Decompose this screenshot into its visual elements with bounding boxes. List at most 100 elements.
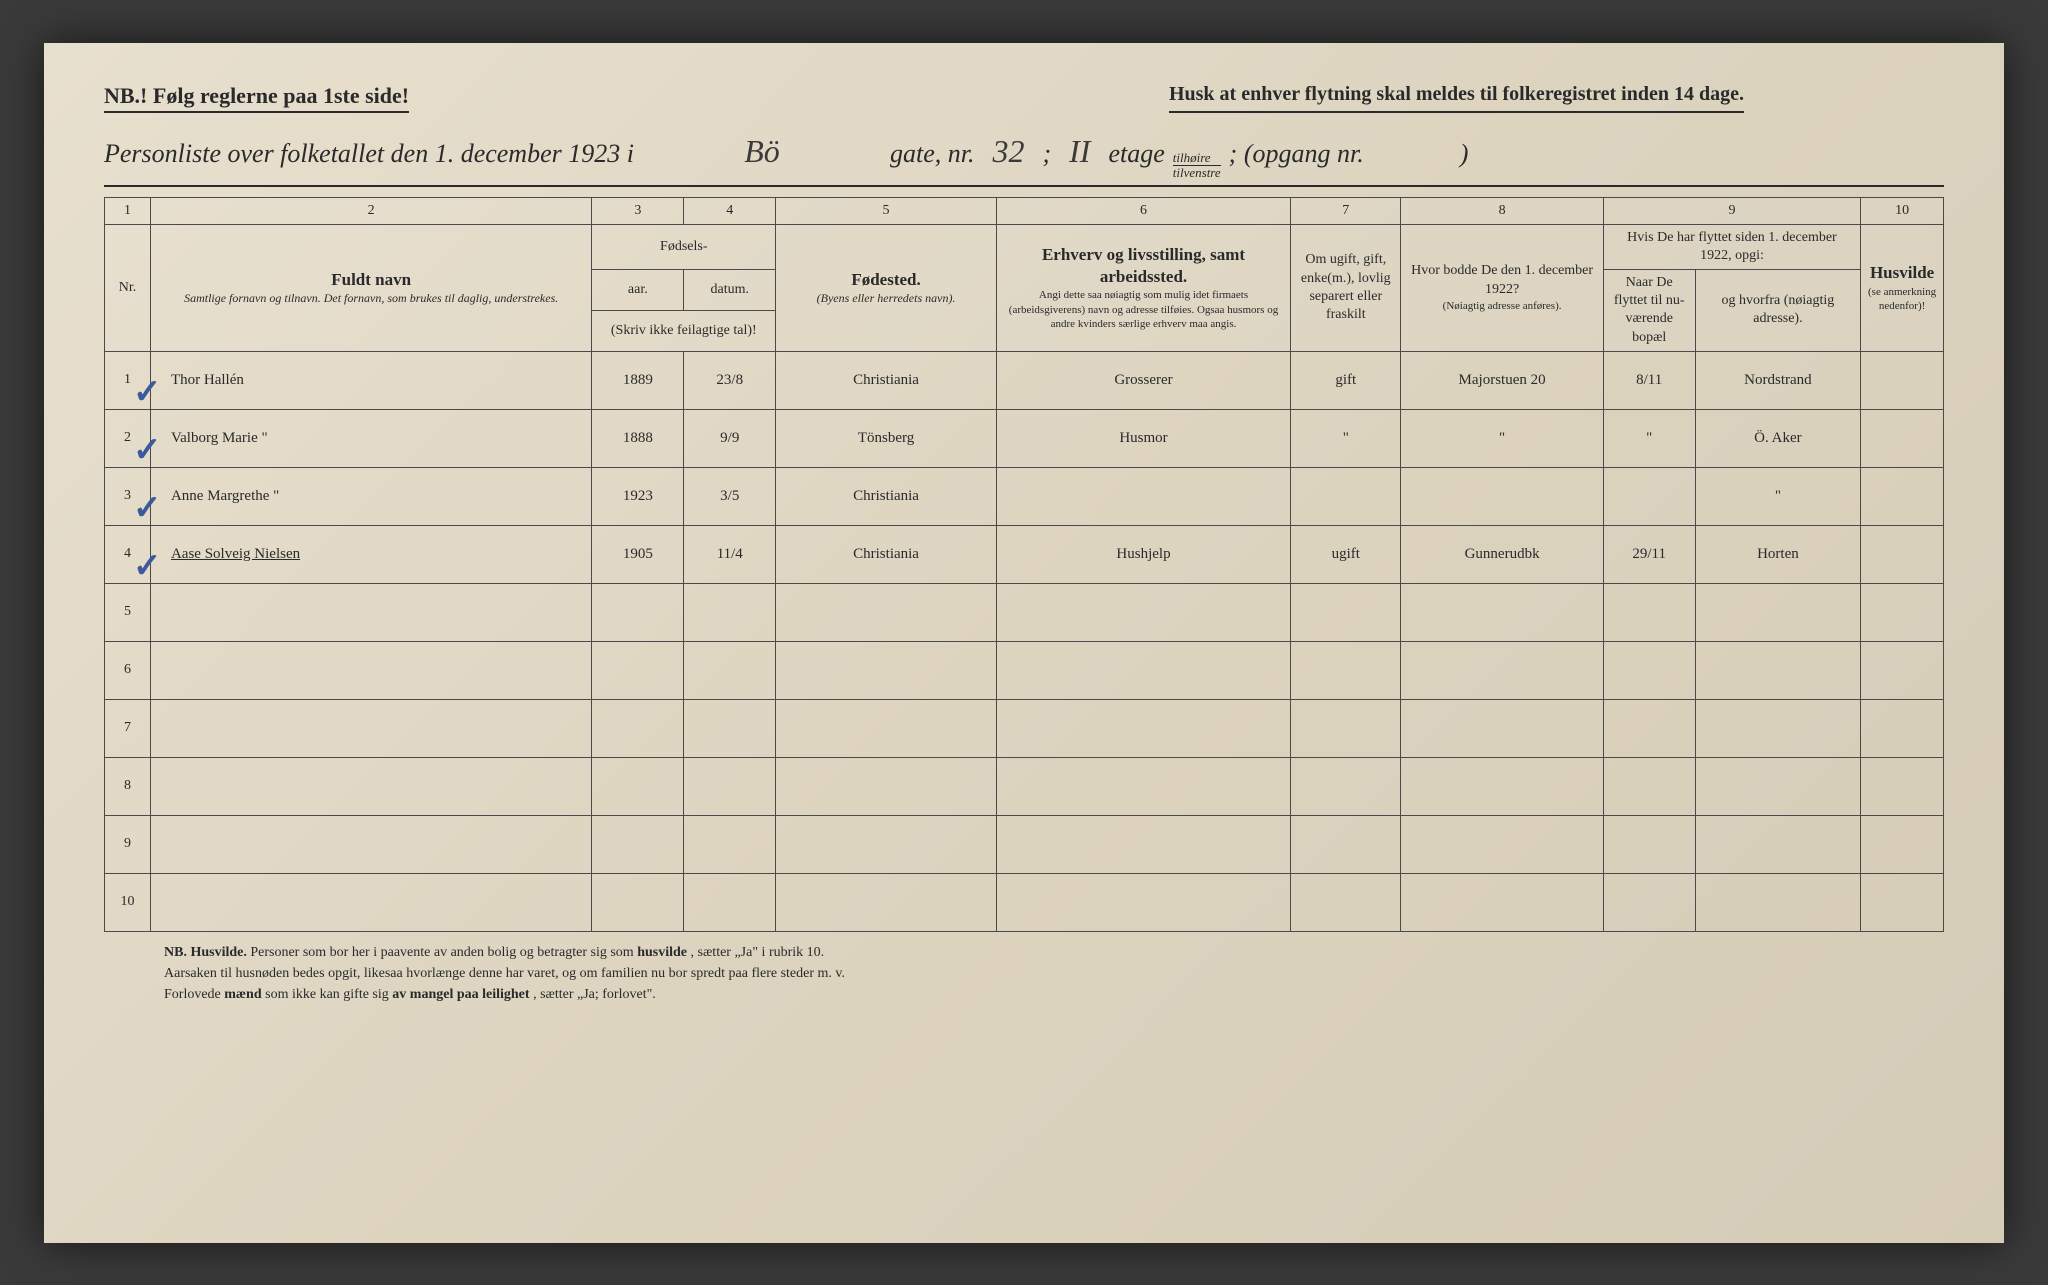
cell-status: ugift (1291, 525, 1401, 583)
title-prefix: Personliste over folketallet den 1. dece… (104, 139, 634, 169)
cell-husvilde (1861, 757, 1944, 815)
cell-date (684, 815, 776, 873)
col-birthplace: Fødested. (Byens eller herredets navn). (776, 224, 997, 351)
cell-addr1922 (1401, 873, 1603, 931)
cell-moved-when (1603, 467, 1695, 525)
cell-moved-when (1603, 641, 1695, 699)
title-line: Personliste over folketallet den 1. dece… (104, 133, 1944, 187)
table-row: 2✓Valborg Marie "18889/9TönsbergHusmor""… (105, 409, 1944, 467)
table-row: 1✓Thor Hallén188923/8ChristianiaGrossere… (105, 351, 1944, 409)
cell-birthplace: Christiania (776, 525, 997, 583)
cell-husvilde (1861, 467, 1944, 525)
cell-moved-from (1695, 815, 1861, 873)
col-birth: Fødsels- (592, 224, 776, 269)
col-occupation: Erhverv og livsstilling, samt arbeidsste… (996, 224, 1290, 351)
cell-year (592, 583, 684, 641)
checkmark-icon: ✓ (133, 430, 162, 470)
cell-occupation (996, 815, 1290, 873)
cell-husvilde (1861, 699, 1944, 757)
cell-year: 1889 (592, 351, 684, 409)
table-row: 10 (105, 873, 1944, 931)
cell-date (684, 873, 776, 931)
cell-birthplace (776, 757, 997, 815)
cell-birthplace: Tönsberg (776, 409, 997, 467)
cell-year (592, 641, 684, 699)
checkmark-icon: ✓ (133, 372, 162, 412)
cell-birthplace (776, 641, 997, 699)
col-date: datum. (684, 270, 776, 311)
cell-moved-when: 29/11 (1603, 525, 1695, 583)
cell-moved-when (1603, 873, 1695, 931)
cell-addr1922: " (1401, 409, 1603, 467)
cell-husvilde (1861, 873, 1944, 931)
column-title-row: Nr. Fuldt navn Samtlige fornavn og tilna… (105, 224, 1944, 269)
cell-moved-when (1603, 699, 1695, 757)
checkmark-icon: ✓ (133, 546, 162, 586)
cell-birthplace (776, 699, 997, 757)
footer-note: NB. Husvilde. Personer som bor her i paa… (104, 942, 1944, 1005)
col-status: Om ugift, gift, enke(m.), lovlig separer… (1291, 224, 1401, 351)
cell-husvilde (1861, 641, 1944, 699)
cell-moved-from (1695, 873, 1861, 931)
cell-addr1922 (1401, 467, 1603, 525)
cell-husvilde (1861, 409, 1944, 467)
row-number: 8 (105, 757, 151, 815)
opgang-label: ; (opgang nr. (1229, 139, 1364, 169)
cell-birthplace: Christiania (776, 351, 997, 409)
cell-moved-from (1695, 583, 1861, 641)
cell-date: 9/9 (684, 409, 776, 467)
col-addr1922: Hvor bodde De den 1. december 1922? (Nøi… (1401, 224, 1603, 351)
cell-status: " (1291, 409, 1401, 467)
cell-status (1291, 583, 1401, 641)
cell-status: gift (1291, 351, 1401, 409)
cell-husvilde (1861, 525, 1944, 583)
cell-moved-from (1695, 757, 1861, 815)
cell-addr1922 (1401, 699, 1603, 757)
table-row: 7 (105, 699, 1944, 757)
gate-label: gate, nr. (890, 139, 975, 169)
table-row: 6 (105, 641, 1944, 699)
cell-status (1291, 757, 1401, 815)
cell-name: ✓Valborg Marie " (150, 409, 591, 467)
cell-date (684, 757, 776, 815)
etage-options: tilhøire tilvenstre (1173, 151, 1221, 179)
cell-addr1922 (1401, 757, 1603, 815)
census-form-page: NB.! Følg reglerne paa 1ste side! Husk a… (44, 43, 2004, 1243)
cell-occupation (996, 583, 1290, 641)
cell-name (150, 873, 591, 931)
cell-date: 23/8 (684, 351, 776, 409)
col-moved-when: Naar De flyttet til nu-værende bopæl (1603, 270, 1695, 352)
cell-year (592, 699, 684, 757)
cell-year: 1888 (592, 409, 684, 467)
cell-status (1291, 467, 1401, 525)
cell-moved-from (1695, 699, 1861, 757)
gate-nr-field: 32 (982, 133, 1034, 170)
cell-birthplace (776, 583, 997, 641)
cell-moved-when: " (1603, 409, 1695, 467)
cell-name: ✓Aase Solveig Nielsen (150, 525, 591, 583)
col-year: aar. (592, 270, 684, 311)
table-header: 1 2 3 4 5 6 7 8 9 10 Nr. Fuldt navn Samt… (105, 197, 1944, 351)
cell-addr1922 (1401, 815, 1603, 873)
cell-status (1291, 641, 1401, 699)
column-number-row: 1 2 3 4 5 6 7 8 9 10 (105, 197, 1944, 224)
cell-birthplace (776, 815, 997, 873)
row-number: 6 (105, 641, 151, 699)
cell-date: 11/4 (684, 525, 776, 583)
cell-name: ✓Anne Margrethe " (150, 467, 591, 525)
cell-name (150, 583, 591, 641)
etage-nr-field: II (1059, 133, 1100, 170)
cell-occupation: Grosserer (996, 351, 1290, 409)
cell-occupation (996, 757, 1290, 815)
cell-year (592, 815, 684, 873)
col-moved-from: og hvorfra (nøiagtig adresse). (1695, 270, 1861, 352)
cell-name: ✓Thor Hallén (150, 351, 591, 409)
cell-moved-from: Nordstrand (1695, 351, 1861, 409)
cell-status (1291, 873, 1401, 931)
cell-moved-from: Ö. Aker (1695, 409, 1861, 467)
cell-occupation (996, 467, 1290, 525)
etage-label: etage (1108, 139, 1164, 169)
table-row: 3✓Anne Margrethe "19233/5Christiania" (105, 467, 1944, 525)
cell-moved-when (1603, 583, 1695, 641)
cell-year (592, 757, 684, 815)
